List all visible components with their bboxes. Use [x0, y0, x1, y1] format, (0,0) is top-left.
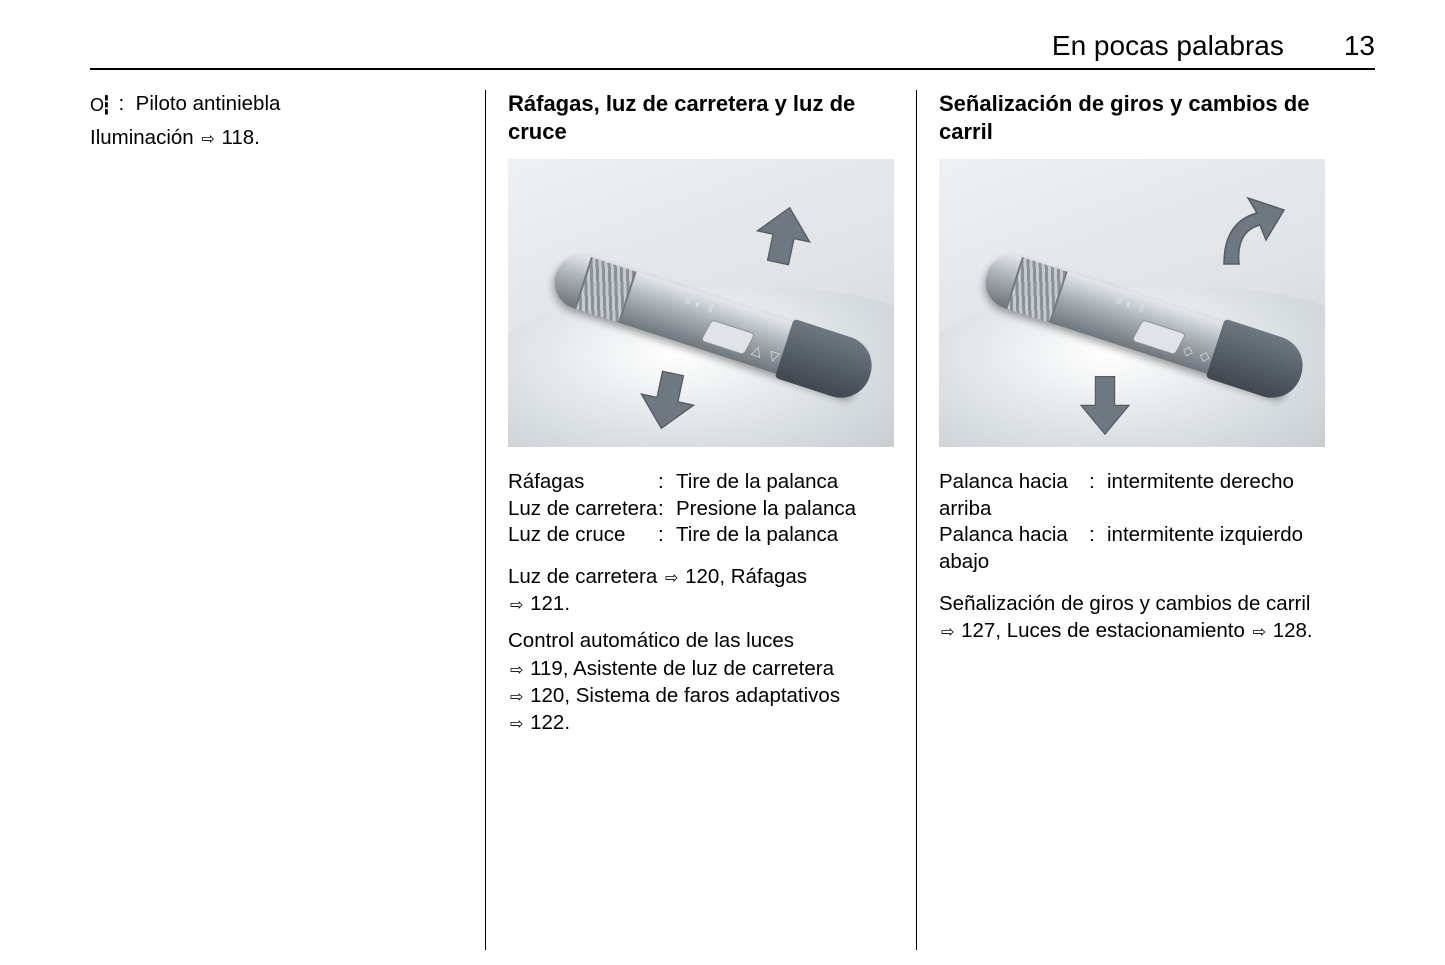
def-row: Luz de carre­tera : Presione la palanca — [508, 496, 894, 523]
page-ref: 121. — [530, 592, 570, 615]
def-term: Luz de cruce — [508, 522, 658, 549]
def-term: Luz de carre­tera — [508, 496, 658, 523]
text: , Ráfagas — [719, 565, 807, 588]
page-ref: 127 — [961, 619, 995, 642]
manual-page: En pocas palabras 13 O┇ : Piloto antinie… — [0, 0, 1445, 965]
text: Control automático de las luces — [508, 629, 794, 652]
def-desc: Presione la palanca — [676, 496, 894, 523]
text: Señalización de giros y cambios de carri… — [939, 592, 1310, 615]
def-desc: Tire de la palanca — [676, 522, 894, 549]
def-row: Luz de cruce : Tire de la palanca — [508, 522, 894, 549]
header-section-title: En pocas palabras — [1052, 30, 1284, 62]
def-term: Palanca hacia arriba — [939, 469, 1089, 522]
illum-prefix: Iluminación — [90, 126, 199, 149]
arrow-up-icon — [743, 199, 823, 279]
rear-fog-icon: O┇ — [90, 93, 109, 117]
fog-label: Piloto antiniebla — [136, 92, 281, 115]
arrow-down-icon — [628, 357, 708, 437]
col2-definitions: Ráfagas : Tire de la palanca Luz de carr… — [508, 469, 894, 549]
col3-para1: Señalización de giros y cambios de carri… — [939, 590, 1325, 645]
def-row: Palanca hacia abajo : intermitente izqui… — [939, 522, 1325, 575]
text: , Luces de estaciona­miento — [995, 619, 1250, 642]
col3-heading: Señalización de giros y cambios de carri… — [939, 90, 1325, 145]
colon: : — [1089, 469, 1107, 522]
col3-definitions: Palanca hacia arriba : intermitente dere… — [939, 469, 1325, 576]
def-term: Palanca hacia abajo — [939, 522, 1089, 575]
col2-para1: Luz de carretera ⇨ 120, Ráfagas ⇨ 121. — [508, 563, 894, 618]
text: , Asistente de luz de carretera — [563, 657, 834, 680]
columns: O┇ : Piloto antiniebla Iluminación ⇨ 118… — [90, 90, 1375, 950]
xref-icon: ⇨ — [1253, 622, 1266, 643]
xref-icon: ⇨ — [510, 714, 523, 735]
page-ref: 120 — [685, 565, 719, 588]
arrow-curve-up-icon — [1197, 189, 1287, 279]
fog-light-line: O┇ : Piloto antiniebla — [90, 90, 463, 118]
def-desc: intermitente izquierdo — [1107, 522, 1325, 575]
text: Luz de carretera — [508, 565, 663, 588]
arrow-down-icon — [1069, 363, 1141, 443]
illum-page: 118. — [222, 126, 260, 149]
xref-icon: ⇨ — [941, 622, 954, 643]
col2-para2: Control automático de las luces ⇨ 119, A… — [508, 627, 894, 736]
text: , Sistema de faros adaptativos — [564, 684, 840, 707]
col2-heading: Ráfagas, luz de carretera y luz de cruce — [508, 90, 894, 145]
colon: : — [658, 496, 676, 523]
page-header: En pocas palabras 13 — [90, 30, 1375, 70]
def-row: Palanca hacia arriba : intermitente dere… — [939, 469, 1325, 522]
colon: : — [119, 92, 125, 115]
headlamp-stalk-figure: ≡◖ ‖ △ ▽ — [508, 159, 894, 447]
page-ref: 122. — [530, 711, 570, 734]
page-ref: 120 — [530, 684, 564, 707]
page-ref: 119 — [530, 657, 563, 680]
header-page-number: 13 — [1344, 30, 1375, 62]
xref-icon: ⇨ — [665, 568, 678, 589]
def-desc: intermitente dere­cho — [1107, 469, 1325, 522]
colon: : — [658, 522, 676, 549]
xref-icon: ⇨ — [510, 660, 523, 681]
xref-icon: ⇨ — [201, 129, 214, 151]
def-desc: Tire de la palanca — [676, 469, 894, 496]
def-row: Ráfagas : Tire de la palanca — [508, 469, 894, 496]
turn-signal-stalk-figure: ≡◖ ‖ ◇ ◇ — [939, 159, 1325, 447]
illumination-xref: Iluminación ⇨ 118. — [90, 124, 463, 152]
xref-icon: ⇨ — [510, 595, 523, 616]
column-3: Señalización de giros y cambios de carri… — [917, 90, 1347, 950]
column-1: O┇ : Piloto antiniebla Iluminación ⇨ 118… — [90, 90, 485, 950]
colon: : — [1089, 522, 1107, 575]
page-ref: 128. — [1273, 619, 1313, 642]
colon: : — [658, 469, 676, 496]
xref-icon: ⇨ — [510, 687, 523, 708]
column-2: Ráfagas, luz de carretera y luz de cruce… — [485, 90, 917, 950]
def-term: Ráfagas — [508, 469, 658, 496]
